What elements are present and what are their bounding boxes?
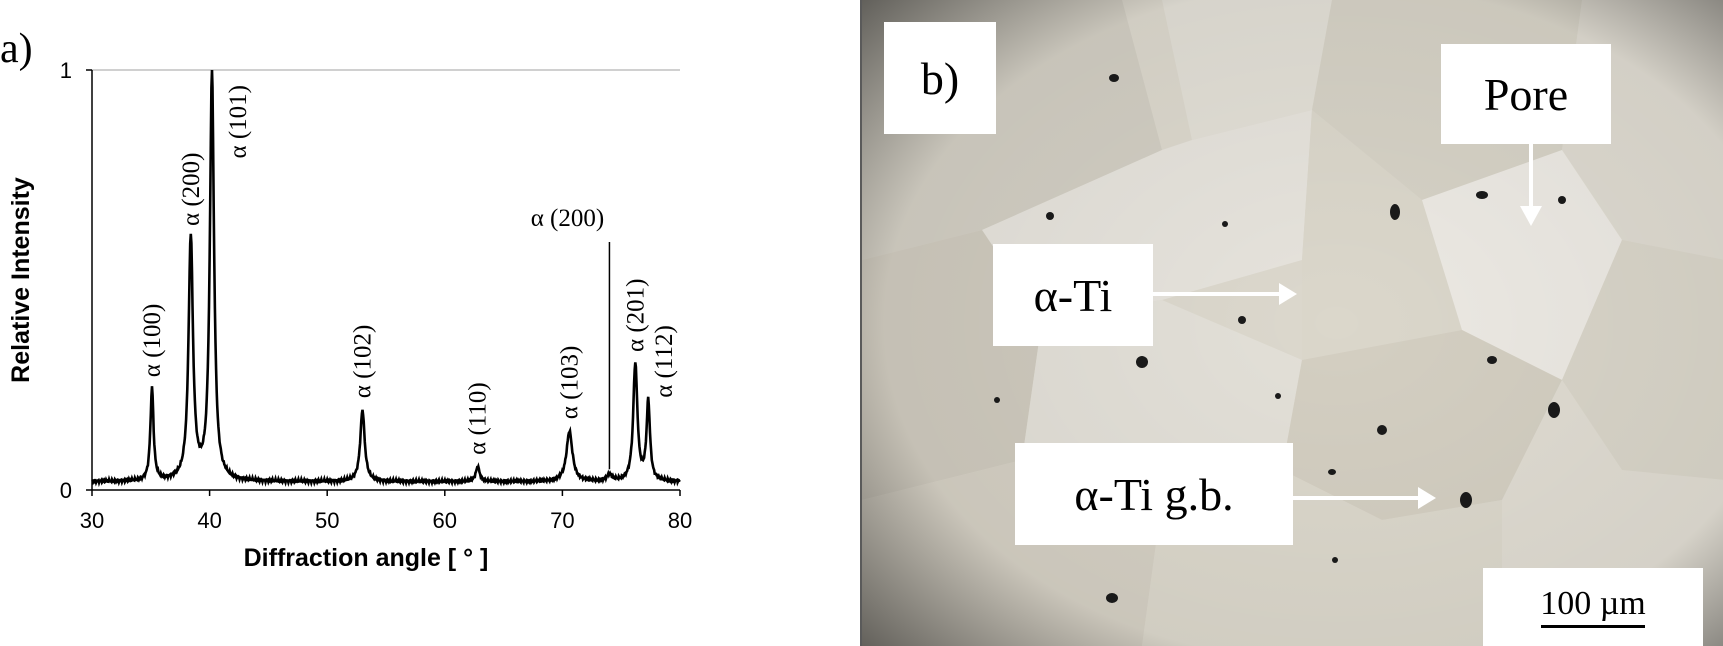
x-tick-label: 60 [433,508,457,533]
pore-label: Pore [1441,44,1611,144]
x-tick-label: 40 [197,508,221,533]
xrd-chart: 30 40 50 60 70 80 0 1 α (100) α (200) α (101) α (1… [7,58,692,572]
scale-bar-box: 100 µm [1483,568,1703,646]
scale-bar-label: 100 µm [1540,584,1646,622]
y-axis-title: Relative Intensity [7,177,35,383]
x-tick-label: 70 [550,508,574,533]
y-tick-label: 0 [60,478,72,503]
y-tick-label: 1 [60,58,72,83]
x-tick-label: 80 [668,508,692,533]
grain-boundary-label: α-Ti g.b. [1015,443,1293,545]
peak-label: α (200) [178,153,205,227]
peak-label: α (100) [139,304,166,378]
peak-label: α (102) [349,325,376,399]
x-tick-label: 50 [315,508,339,533]
x-tick-label: 30 [80,508,104,533]
micrograph-panel: b) Pore α-Ti α-Ti g.b. 100 µm [860,0,1723,646]
xrd-pattern-line [91,69,681,488]
pore-arrow [1520,144,1542,226]
alpha-ti-label: α-Ti [993,244,1153,346]
grain-boundary-arrow [1272,487,1436,509]
peak-label: α (103) [556,346,583,420]
peak-label: α (200) [531,205,605,232]
peak-label: α (101) [225,85,252,159]
panel-b-letter: b) [884,22,996,134]
peak-label: α (201) [622,279,649,353]
alpha-ti-arrow [1153,283,1297,305]
peak-label: α (112) [651,325,678,398]
panel-a-letter: a) [0,26,33,72]
x-axis-title: Diffraction angle [ ° ] [244,544,489,572]
peak-label: α (110) [465,382,492,455]
scale-bar [1541,624,1645,628]
